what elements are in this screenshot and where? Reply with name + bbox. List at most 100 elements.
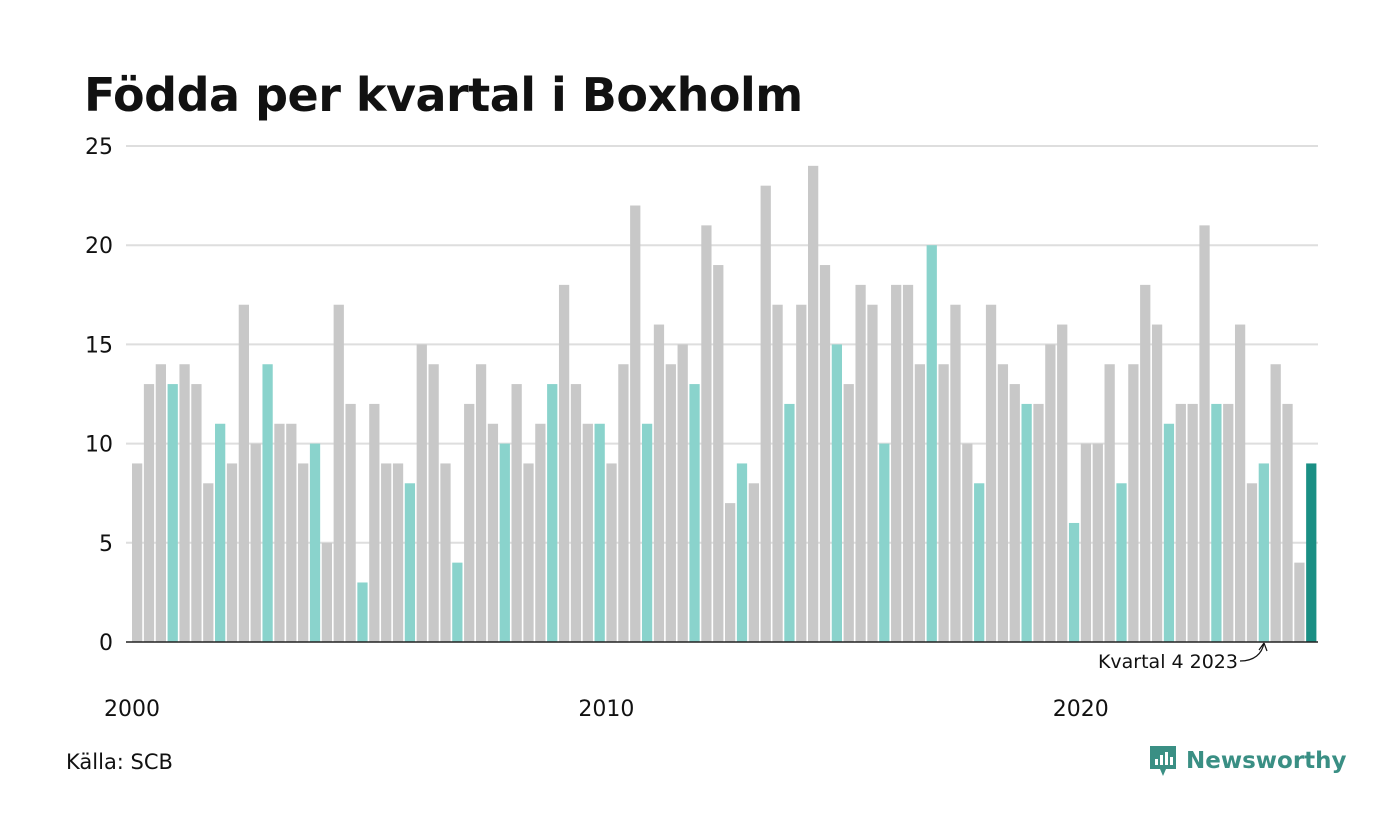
bar (226, 463, 238, 642)
bar (1211, 403, 1222, 642)
y-tick-label: 25 (85, 135, 113, 160)
bar (203, 483, 214, 642)
bar (558, 284, 570, 642)
bar (926, 245, 937, 642)
bar (428, 364, 439, 642)
bar (1009, 384, 1020, 642)
bar (215, 423, 226, 642)
bar (570, 384, 582, 642)
bar (938, 364, 949, 642)
bar (1104, 364, 1115, 642)
bar (511, 384, 522, 642)
bar (1092, 443, 1103, 642)
bar (855, 284, 866, 642)
bar (416, 344, 427, 642)
bar (653, 324, 665, 642)
bar (974, 483, 985, 642)
bar-chart: 0 5 10 15 20 25 2000 2010 2020 Kvartal 4 2023 (85, 135, 1318, 722)
bar (760, 185, 771, 642)
x-tick-label: 2020 (1053, 697, 1109, 722)
y-tick-label: 0 (99, 631, 113, 656)
bar (606, 463, 617, 642)
bar (321, 542, 333, 642)
bar (250, 443, 261, 642)
bar (618, 364, 629, 642)
bar (1282, 403, 1293, 642)
bar (796, 304, 807, 642)
x-tick-label: 2010 (578, 697, 634, 722)
bar (1021, 403, 1032, 642)
bar (713, 265, 724, 642)
bar (1199, 225, 1210, 643)
bar (725, 503, 736, 642)
bar (594, 423, 605, 642)
bar (309, 443, 321, 642)
bar (665, 364, 676, 642)
bar (345, 403, 356, 642)
bar (155, 364, 166, 642)
chart-title: Födda per kvartal i Boxholm (84, 68, 803, 122)
y-tick-label: 10 (85, 433, 113, 458)
source-label: Källa: SCB (66, 750, 173, 774)
bar (867, 304, 878, 642)
bar (701, 225, 712, 643)
brand-logo: Newsworthy (1148, 744, 1347, 778)
y-tick-label: 5 (99, 532, 113, 557)
bar (440, 463, 451, 642)
bar (1246, 483, 1258, 642)
bar (392, 463, 404, 642)
bar (997, 364, 1009, 642)
bar (487, 423, 499, 642)
annotation-arrow (1239, 642, 1268, 662)
bar (1258, 463, 1269, 642)
bar (298, 463, 309, 642)
bar (1270, 364, 1281, 642)
bar (1068, 522, 1080, 642)
bar (748, 483, 759, 642)
bar (191, 384, 202, 642)
bar (736, 463, 748, 642)
bar (132, 463, 143, 642)
bar (1140, 284, 1151, 642)
bar (641, 423, 653, 642)
brand-name: Newsworthy (1186, 748, 1347, 774)
bar (1045, 344, 1056, 642)
bar (1306, 463, 1317, 642)
bars (132, 165, 1317, 643)
bar (689, 384, 700, 642)
bar (843, 384, 854, 642)
bar (902, 284, 914, 642)
bar (914, 364, 926, 642)
bar (143, 384, 155, 642)
bar (1151, 324, 1163, 642)
bar (1163, 423, 1175, 642)
bar (499, 443, 510, 642)
bar (677, 344, 688, 642)
bar (381, 463, 392, 642)
bar (274, 423, 285, 642)
bar (286, 423, 297, 642)
bar (523, 463, 534, 642)
bar (1033, 403, 1044, 642)
bar (1057, 324, 1068, 642)
bar (357, 582, 368, 642)
bar (1234, 324, 1246, 642)
bar (475, 364, 487, 642)
bar (1128, 364, 1139, 642)
bar (547, 384, 558, 642)
bar (819, 265, 831, 642)
bar (1116, 483, 1127, 642)
bar (831, 344, 842, 642)
bar (167, 384, 178, 642)
y-tick-label: 20 (85, 234, 113, 259)
bar (891, 284, 902, 642)
y-axis-ticks: 0 5 10 15 20 25 (85, 135, 113, 656)
bar (333, 304, 344, 642)
bar (1223, 403, 1234, 642)
bar (582, 423, 593, 642)
latest-annotation: Kvartal 4 2023 (1098, 642, 1268, 673)
bar (879, 443, 890, 642)
bar (1080, 443, 1092, 642)
bar (464, 403, 475, 642)
bar (772, 304, 783, 642)
